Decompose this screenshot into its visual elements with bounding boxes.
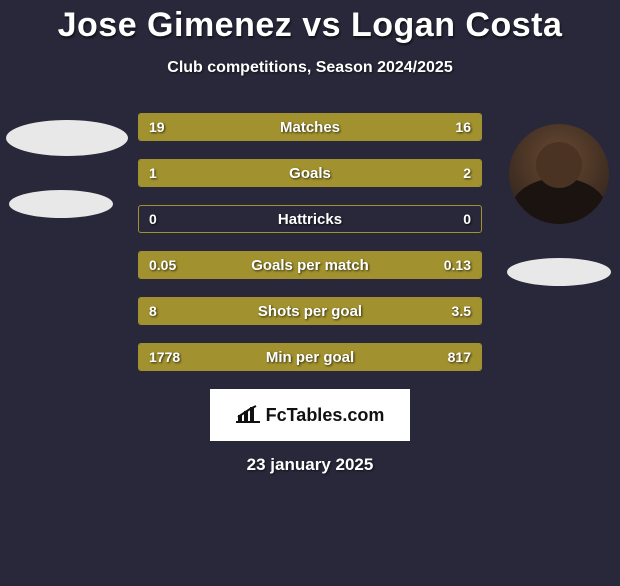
stat-row: 12Goals <box>138 159 482 187</box>
stat-row: 0.050.13Goals per match <box>138 251 482 279</box>
player-left-block <box>6 124 116 218</box>
date-label: 23 january 2025 <box>0 455 620 475</box>
stat-metric-label: Shots per goal <box>139 298 481 324</box>
stat-metric-label: Hattricks <box>139 206 481 232</box>
brand-text: FcTables.com <box>266 405 385 426</box>
stat-metric-label: Matches <box>139 114 481 140</box>
player-left-team-ellipse <box>9 190 113 218</box>
brand-chart-icon <box>236 405 260 425</box>
player-right-block <box>504 124 614 286</box>
stat-row: 1916Matches <box>138 113 482 141</box>
page-title: Jose Gimenez vs Logan Costa <box>0 6 620 45</box>
stats-comparison: 1916Matches 12Goals 00Hattricks 0.050.13Goa… <box>138 113 482 371</box>
stat-row: 00Hattricks <box>138 205 482 233</box>
brand-badge: FcTables.com <box>210 389 410 441</box>
player-right-team-ellipse <box>507 258 611 286</box>
player-right-avatar <box>509 124 609 224</box>
player-left-ellipse-top <box>6 120 128 156</box>
stat-metric-label: Goals per match <box>139 252 481 278</box>
subtitle: Club competitions, Season 2024/2025 <box>0 59 620 77</box>
stat-row: 83.5Shots per goal <box>138 297 482 325</box>
stat-metric-label: Goals <box>139 160 481 186</box>
stat-metric-label: Min per goal <box>139 344 481 370</box>
stat-row: 1778817Min per goal <box>138 343 482 371</box>
